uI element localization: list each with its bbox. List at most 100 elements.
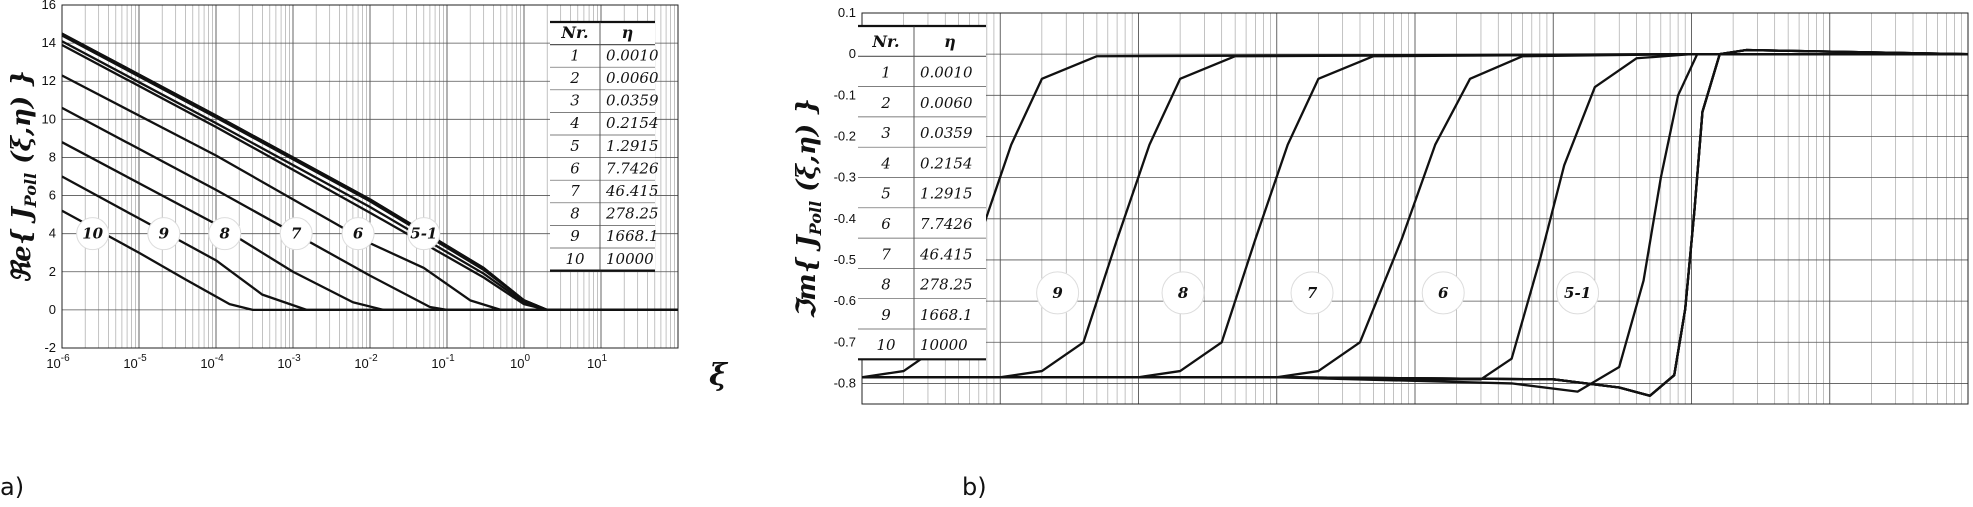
curve-label: 9	[1052, 284, 1063, 302]
table-cell-nr: 7	[881, 245, 891, 263]
table-cell-nr: 3	[570, 92, 580, 110]
curve-label: 7	[1307, 284, 1318, 302]
y-axis-label-sub: Poll	[806, 201, 825, 236]
table-cell-eta: 0.0010	[920, 64, 973, 82]
curve-label: 8	[220, 225, 231, 243]
legend-table: Nr. η 1 0.0010 2 0.0060 3 0.0359 4 0.2154 5 1.2915 6…	[858, 24, 986, 361]
table-cell-nr: 4	[880, 154, 891, 172]
table-cell-eta: 0.2154	[606, 114, 659, 132]
table-cell-nr: 9	[570, 227, 580, 245]
table-cell-eta: 0.0359	[920, 124, 973, 142]
x-tick-exponent: -4	[215, 353, 224, 364]
table-cell-eta: 46.415	[605, 182, 659, 200]
series-line-10	[61, 209, 678, 312]
x-tick-exponent: -5	[138, 353, 147, 364]
table-cell-nr: 10	[565, 250, 585, 268]
y-tick-label: -0.1	[834, 87, 856, 102]
y-axis-label-sub: Poll	[21, 173, 40, 208]
table-cell-eta: 0.2154	[920, 154, 973, 172]
y-tick-label: 8	[49, 149, 56, 164]
y-axis-label-main: ℑm{ J	[792, 234, 822, 319]
y-tick-label: 14	[42, 35, 56, 50]
y-tick-label: 2	[49, 264, 56, 279]
curve-label-badge	[76, 217, 110, 251]
y-tick-label: -0.6	[834, 293, 856, 308]
table-cell-eta: 10000	[606, 250, 654, 268]
table-cell-eta: 7.7426	[606, 159, 659, 177]
curve-label: 8	[1178, 284, 1189, 302]
legend-table: Nr. η 1 0.0010 2 0.0060 3 0.0359 4 0.2154 5 1.2915 6…	[550, 20, 659, 272]
y-tick-label: 16	[42, 0, 56, 12]
y-tick-label: -2	[44, 340, 56, 355]
y-tick-label: 10	[42, 111, 56, 126]
table-cell-eta: 1.2915	[606, 137, 659, 155]
curve-label: 5-1	[1564, 284, 1591, 302]
table-cell-eta: 278.25	[919, 276, 973, 294]
table-cell-nr: 4	[569, 114, 580, 132]
table-cell-eta: 0.0060	[606, 69, 659, 87]
table-cell-eta: 278.25	[605, 205, 659, 223]
table-cell-nr: 9	[881, 306, 891, 324]
grid	[861, 12, 1968, 404]
table-cell-eta: 1.2915	[920, 185, 973, 203]
curve-label-badge	[1161, 271, 1205, 315]
curve-label-badge	[341, 217, 375, 251]
y-tick-label: -0.2	[834, 128, 856, 143]
x-tick-label: 101	[587, 353, 607, 371]
x-tick-exponent: -1	[446, 353, 455, 364]
curve-label: 5-1	[410, 225, 437, 243]
table-cell-eta: 0.0359	[606, 92, 659, 110]
y-axis-label: ℜe{ JPoll (ξ,η) }	[7, 70, 40, 283]
table-cell-eta: 1668.1	[920, 306, 973, 324]
x-tick-label: 10-4	[200, 353, 224, 371]
x-tick-label: 100	[510, 353, 530, 371]
y-axis-label-rest: (ξ,η) }	[792, 98, 822, 201]
table-cell-nr: 6	[881, 215, 891, 233]
table-cell-nr: 2	[569, 69, 580, 87]
table-cell-eta: 7.7426	[920, 215, 973, 233]
table-cell-nr: 5	[881, 185, 891, 203]
table-cell-eta: 0.0060	[920, 94, 973, 112]
x-tick-label: 10-6	[46, 353, 70, 371]
table-cell-nr: 8	[881, 276, 891, 294]
y-tick-label: 0	[49, 302, 56, 317]
table-header-nr: Nr.	[560, 23, 588, 42]
series-line-10	[861, 53, 1968, 379]
chart-b: 0.1 0 -0.1 -0.2 -0.3 -0.4 -0.5 -0.6 -0.7 -0.8 ℑm{ …	[792, 5, 1969, 405]
curve-label-badge	[208, 217, 242, 251]
y-tick-label: 6	[49, 188, 56, 203]
x-tick-label: 10-2	[354, 353, 378, 371]
y-tick-label: -0.7	[834, 334, 856, 349]
series-group	[61, 32, 678, 312]
curve-label-badge	[147, 217, 181, 251]
y-tick-label: -0.8	[834, 375, 856, 390]
series-group	[861, 48, 1969, 397]
curve-label: 7	[291, 225, 302, 243]
x-tick-exponent: -6	[61, 353, 70, 364]
y-tick-label: 0.1	[838, 5, 856, 20]
curve-label: 6	[353, 225, 364, 243]
x-tick-exponent: -3	[292, 353, 301, 364]
x-axis-label: ξ	[709, 358, 729, 393]
series-line-6	[862, 53, 1968, 381]
table-bg	[858, 26, 986, 360]
curve-label-badge	[1036, 271, 1080, 315]
y-axis-label: ℑm{ JPoll (ξ,η) }	[792, 98, 825, 319]
table-cell-nr: 5	[570, 137, 580, 155]
curve-label-badge	[407, 217, 441, 251]
curve-label-badge	[1421, 271, 1465, 315]
table-cell-nr: 1	[881, 64, 891, 82]
x-tick-label: 10-1	[431, 353, 455, 371]
y-axis-label-rest: (ξ,η) }	[7, 70, 37, 173]
y-tick-label: 0	[849, 46, 856, 61]
panel-b-tag: b)	[962, 473, 987, 501]
curve-label-badge	[1290, 271, 1334, 315]
x-tick-exponent: 1	[601, 353, 607, 364]
table-bg	[550, 22, 655, 271]
table-cell-nr: 2	[880, 94, 891, 112]
y-tick-label: 12	[42, 73, 56, 88]
panel-a-tag: a)	[0, 473, 24, 501]
x-tick-exponent: -2	[369, 353, 378, 364]
y-tick-label: -0.5	[834, 252, 856, 267]
